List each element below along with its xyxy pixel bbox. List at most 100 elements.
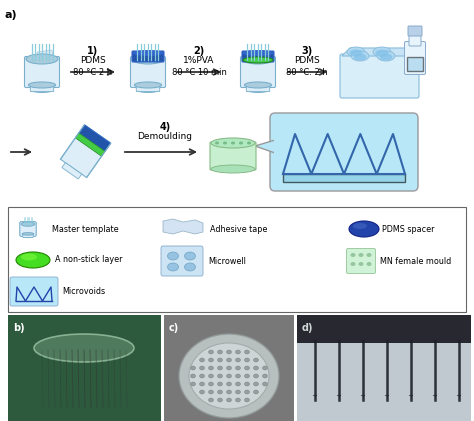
Ellipse shape [28, 82, 55, 88]
FancyBboxPatch shape [407, 57, 423, 71]
FancyBboxPatch shape [404, 42, 426, 75]
Ellipse shape [209, 390, 213, 394]
Ellipse shape [218, 382, 222, 386]
Ellipse shape [245, 382, 249, 386]
Ellipse shape [236, 374, 240, 378]
Ellipse shape [21, 253, 37, 261]
FancyBboxPatch shape [297, 315, 471, 421]
Ellipse shape [358, 262, 364, 266]
Ellipse shape [236, 398, 240, 402]
FancyBboxPatch shape [210, 142, 256, 170]
Ellipse shape [245, 374, 249, 378]
FancyBboxPatch shape [283, 174, 405, 182]
Ellipse shape [377, 51, 395, 61]
Text: Demoulding: Demoulding [137, 132, 192, 141]
FancyBboxPatch shape [297, 315, 471, 343]
FancyBboxPatch shape [164, 315, 294, 421]
FancyBboxPatch shape [242, 51, 274, 62]
Ellipse shape [349, 50, 363, 56]
Ellipse shape [191, 366, 195, 370]
Ellipse shape [254, 366, 258, 370]
Ellipse shape [211, 138, 255, 148]
FancyBboxPatch shape [340, 54, 419, 98]
Ellipse shape [227, 398, 231, 402]
Ellipse shape [245, 358, 249, 362]
Ellipse shape [231, 141, 235, 144]
Ellipse shape [375, 50, 389, 56]
Ellipse shape [254, 390, 258, 394]
Polygon shape [62, 163, 82, 179]
Ellipse shape [373, 47, 391, 57]
Ellipse shape [245, 390, 249, 394]
FancyBboxPatch shape [409, 32, 421, 46]
Text: PDMS spacer: PDMS spacer [382, 224, 435, 234]
Ellipse shape [254, 382, 258, 386]
Ellipse shape [350, 253, 356, 257]
Ellipse shape [366, 262, 372, 266]
Polygon shape [60, 125, 111, 178]
Ellipse shape [245, 82, 272, 88]
FancyBboxPatch shape [270, 113, 418, 191]
Ellipse shape [350, 262, 356, 266]
Ellipse shape [227, 358, 231, 362]
Ellipse shape [358, 253, 364, 257]
Polygon shape [75, 133, 105, 156]
Ellipse shape [218, 398, 222, 402]
Ellipse shape [227, 350, 231, 354]
FancyBboxPatch shape [8, 207, 466, 312]
Ellipse shape [179, 334, 279, 418]
Ellipse shape [263, 374, 267, 378]
Ellipse shape [254, 374, 258, 378]
Ellipse shape [351, 51, 369, 61]
Ellipse shape [218, 374, 222, 378]
FancyBboxPatch shape [346, 248, 375, 274]
Ellipse shape [200, 382, 204, 386]
Ellipse shape [227, 390, 231, 394]
Text: Microwell: Microwell [208, 256, 246, 266]
Ellipse shape [245, 366, 249, 370]
Ellipse shape [254, 358, 258, 362]
Ellipse shape [22, 233, 34, 235]
Ellipse shape [218, 390, 222, 394]
Polygon shape [255, 140, 275, 153]
Text: 3): 3) [301, 46, 313, 56]
Text: b): b) [13, 323, 25, 333]
FancyBboxPatch shape [10, 277, 58, 306]
Ellipse shape [227, 366, 231, 370]
Ellipse shape [215, 141, 219, 144]
Ellipse shape [209, 382, 213, 386]
Polygon shape [342, 48, 425, 56]
Ellipse shape [366, 253, 372, 257]
Ellipse shape [184, 252, 195, 260]
Ellipse shape [191, 374, 195, 378]
Text: d): d) [302, 323, 313, 333]
FancyBboxPatch shape [20, 221, 36, 236]
FancyBboxPatch shape [23, 234, 33, 237]
Ellipse shape [209, 366, 213, 370]
Ellipse shape [236, 366, 240, 370]
FancyBboxPatch shape [161, 246, 203, 276]
FancyBboxPatch shape [25, 56, 60, 88]
Ellipse shape [34, 334, 134, 362]
Ellipse shape [137, 88, 159, 93]
FancyBboxPatch shape [240, 56, 275, 88]
Ellipse shape [247, 88, 269, 93]
Ellipse shape [242, 54, 274, 64]
Ellipse shape [167, 263, 179, 271]
Ellipse shape [200, 358, 204, 362]
Ellipse shape [349, 221, 379, 237]
Text: 2): 2) [193, 46, 205, 56]
Ellipse shape [135, 82, 162, 88]
Ellipse shape [245, 398, 249, 402]
Ellipse shape [200, 390, 204, 394]
Ellipse shape [236, 350, 240, 354]
Ellipse shape [218, 350, 222, 354]
Text: 80 °C 2 h: 80 °C 2 h [73, 68, 112, 77]
Ellipse shape [243, 57, 273, 63]
Ellipse shape [167, 252, 179, 260]
Ellipse shape [353, 223, 367, 229]
Text: Microvoids: Microvoids [62, 287, 105, 296]
FancyBboxPatch shape [8, 315, 161, 421]
FancyBboxPatch shape [30, 85, 54, 91]
Ellipse shape [209, 358, 213, 362]
